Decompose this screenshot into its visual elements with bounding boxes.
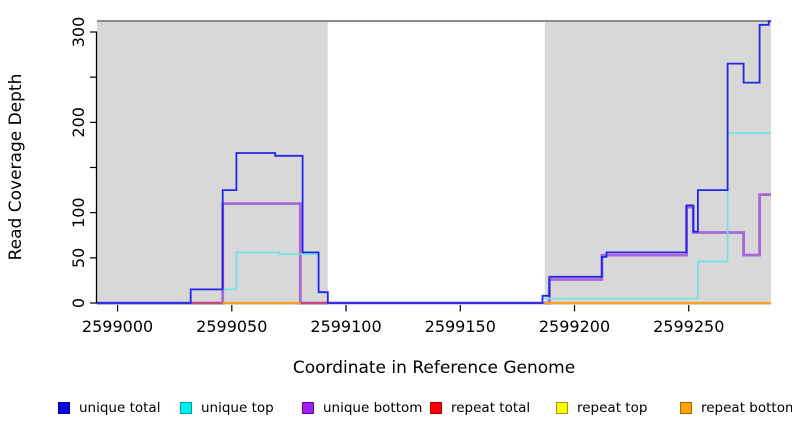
legend-label: repeat bottom bbox=[701, 400, 792, 416]
y-axis-title: Read Coverage Depth bbox=[6, 74, 26, 261]
legend-item-repeat-total: repeat total bbox=[430, 399, 530, 417]
legend-label: repeat total bbox=[451, 400, 531, 416]
legend-label: unique bottom bbox=[323, 400, 423, 416]
coverage-plot: 2599000 2599050 2599100 2599150 2599200 25992… bbox=[6, 17, 771, 378]
y-tick-label: 50 bbox=[69, 248, 88, 268]
unique-total-swatch bbox=[58, 402, 70, 414]
series-unique-top bbox=[542, 132, 771, 300]
y-tick-label: 200 bbox=[69, 107, 88, 138]
legend-item-repeat-bottom: repeat bottom bbox=[680, 399, 792, 417]
legend-item-unique-total: unique total bbox=[58, 399, 160, 417]
x-tick-label: 2599250 bbox=[653, 317, 724, 336]
legend-label: unique top bbox=[201, 400, 274, 416]
repeat-total-swatch bbox=[430, 402, 442, 414]
x-tick-label: 2599100 bbox=[310, 317, 381, 336]
x-tick-label: 2599050 bbox=[196, 317, 267, 336]
legend-item-unique-bottom: unique bottom bbox=[302, 399, 422, 417]
y-tick-label: 300 bbox=[69, 17, 88, 48]
x-tick-label: 2599000 bbox=[82, 317, 153, 336]
y-tick-label: 0 bbox=[69, 298, 88, 308]
legend-label: repeat top bbox=[577, 400, 648, 416]
x-tick-label: 2599200 bbox=[539, 317, 610, 336]
repeat-bottom-swatch bbox=[680, 402, 692, 414]
unique-top-swatch bbox=[180, 402, 192, 414]
y-tick-label: 100 bbox=[69, 197, 88, 228]
x-axis-title: Coordinate in Reference Genome bbox=[293, 358, 575, 378]
legend-item-unique-top: unique top bbox=[180, 399, 274, 417]
legend-item-repeat-top: repeat top bbox=[556, 399, 647, 417]
series-unique-bottom bbox=[97, 193, 771, 305]
unique-bottom-swatch bbox=[302, 402, 314, 414]
x-tick-label: 2599150 bbox=[425, 317, 496, 336]
legend-label: unique total bbox=[79, 400, 161, 416]
legend: unique total unique top unique bottom re… bbox=[0, 399, 792, 425]
repeat-top-swatch bbox=[556, 402, 568, 414]
masked-region bbox=[327, 22, 545, 305]
series-unique-total bbox=[97, 20, 771, 304]
